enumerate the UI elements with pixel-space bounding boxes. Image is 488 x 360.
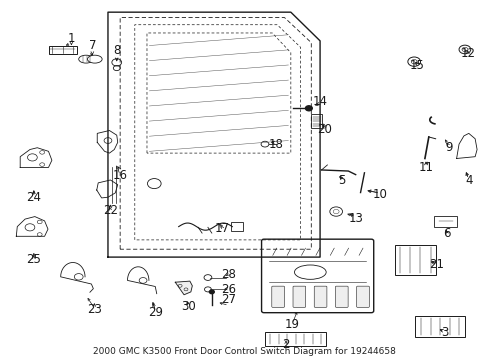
Text: 11: 11 bbox=[418, 161, 432, 174]
Text: 14: 14 bbox=[312, 95, 327, 108]
Text: 29: 29 bbox=[148, 306, 163, 319]
Text: 21: 21 bbox=[429, 258, 444, 271]
Polygon shape bbox=[175, 281, 192, 295]
Circle shape bbox=[305, 106, 312, 111]
Text: 16: 16 bbox=[112, 169, 127, 182]
FancyBboxPatch shape bbox=[433, 216, 456, 227]
Text: 18: 18 bbox=[268, 138, 283, 150]
FancyBboxPatch shape bbox=[271, 286, 284, 307]
Text: 6: 6 bbox=[442, 227, 449, 240]
Text: 5: 5 bbox=[338, 174, 345, 186]
Text: 13: 13 bbox=[347, 212, 363, 225]
Text: 10: 10 bbox=[372, 188, 386, 201]
Text: 20: 20 bbox=[317, 122, 332, 136]
Text: 25: 25 bbox=[26, 253, 41, 266]
Text: 7: 7 bbox=[88, 39, 96, 52]
Text: 2: 2 bbox=[282, 338, 289, 351]
Text: 23: 23 bbox=[87, 303, 102, 316]
Text: 26: 26 bbox=[221, 283, 236, 296]
FancyBboxPatch shape bbox=[261, 239, 373, 313]
Text: 28: 28 bbox=[221, 268, 236, 281]
Ellipse shape bbox=[87, 55, 102, 63]
FancyBboxPatch shape bbox=[314, 286, 326, 307]
FancyBboxPatch shape bbox=[394, 244, 435, 275]
FancyBboxPatch shape bbox=[265, 332, 325, 346]
Text: 3: 3 bbox=[440, 326, 447, 339]
Text: 22: 22 bbox=[102, 204, 118, 217]
Text: 24: 24 bbox=[26, 192, 41, 204]
Circle shape bbox=[209, 290, 214, 294]
Text: 30: 30 bbox=[181, 300, 195, 313]
Text: 4: 4 bbox=[464, 174, 471, 186]
Text: 12: 12 bbox=[459, 47, 474, 60]
FancyBboxPatch shape bbox=[335, 286, 347, 307]
Ellipse shape bbox=[79, 55, 93, 63]
FancyBboxPatch shape bbox=[414, 316, 464, 337]
Text: 2000 GMC K3500 Front Door Control Switch Diagram for 19244658: 2000 GMC K3500 Front Door Control Switch… bbox=[93, 347, 395, 356]
FancyBboxPatch shape bbox=[311, 114, 322, 129]
Text: 9: 9 bbox=[445, 141, 452, 154]
Text: 1: 1 bbox=[67, 32, 75, 45]
Text: 19: 19 bbox=[284, 318, 299, 331]
FancyBboxPatch shape bbox=[230, 222, 242, 230]
FancyBboxPatch shape bbox=[356, 286, 368, 307]
FancyBboxPatch shape bbox=[292, 286, 305, 307]
Text: 27: 27 bbox=[221, 293, 236, 306]
Ellipse shape bbox=[294, 265, 325, 279]
Text: 8: 8 bbox=[113, 44, 120, 57]
Text: 15: 15 bbox=[409, 59, 424, 72]
FancyBboxPatch shape bbox=[49, 45, 77, 54]
Text: 17: 17 bbox=[215, 222, 229, 235]
